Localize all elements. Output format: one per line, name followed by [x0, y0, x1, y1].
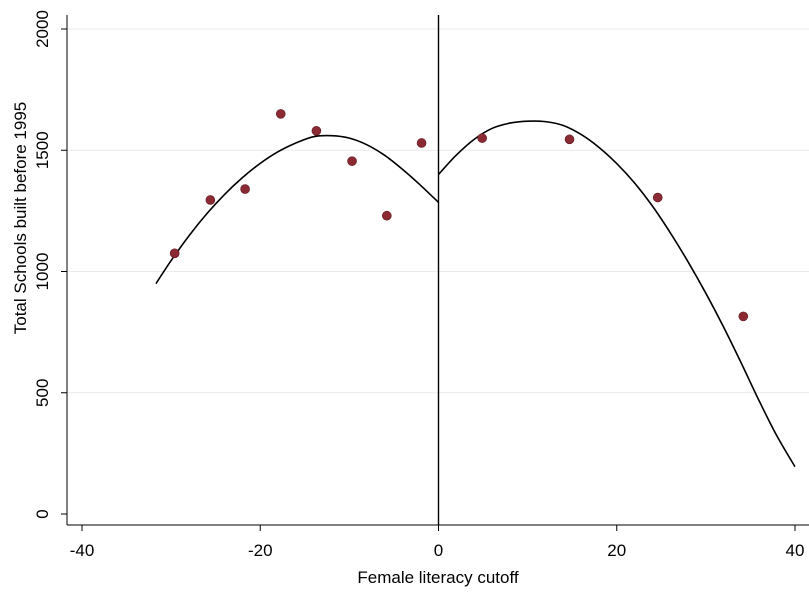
y-tick-label: 1500 — [33, 131, 52, 169]
data-point — [205, 195, 216, 205]
y-tick-label: 0 — [33, 509, 52, 518]
x-tick-label: -40 — [70, 541, 95, 560]
x-tick-label: 0 — [434, 541, 443, 560]
x-axis-label: Female literacy cutoff — [357, 568, 519, 587]
data-point — [416, 138, 427, 148]
data-point — [477, 133, 487, 143]
fit-curves — [155, 120, 796, 468]
y-axis-label: Total Schools built before 1995 — [11, 102, 30, 335]
data-point — [275, 109, 286, 119]
data-point — [311, 126, 322, 136]
y-tick-label: 1000 — [33, 253, 52, 291]
axes: 0 500 1000 1500 2000 -40 -20 0 20 40 — [33, 10, 809, 560]
fit-curve-left — [155, 134, 440, 285]
y-tick-label: 500 — [33, 379, 52, 407]
fit-curve-right — [437, 120, 796, 468]
data-point — [382, 210, 392, 221]
y-tick-label: 2000 — [33, 10, 52, 48]
data-point — [169, 248, 180, 259]
x-tick-label: 40 — [786, 541, 805, 560]
data-point — [240, 184, 250, 194]
data-point — [738, 311, 749, 322]
x-tick-label: -20 — [248, 541, 273, 560]
x-tick-label: 20 — [607, 541, 626, 560]
data-points — [169, 109, 749, 322]
data-point — [564, 134, 575, 145]
data-point — [347, 156, 357, 166]
data-point — [652, 192, 663, 203]
